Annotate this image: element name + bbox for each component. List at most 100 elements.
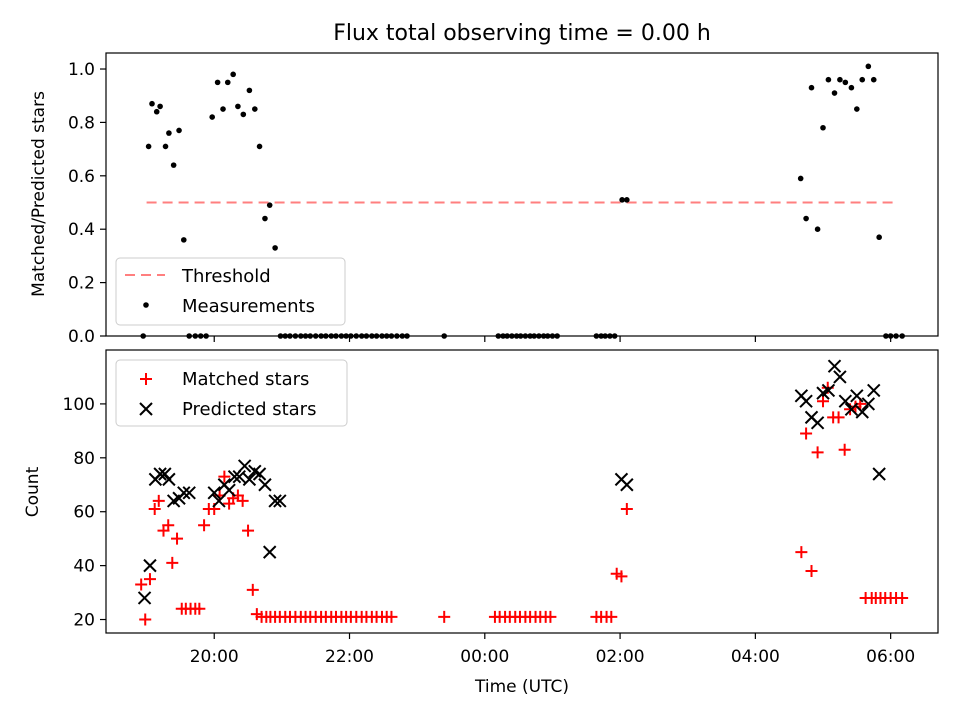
chart-title: Flux total observing time = 0.00 h	[333, 21, 711, 46]
measurement-point	[235, 103, 241, 110]
predicted-star-point	[143, 558, 157, 573]
y-tick-label-ratio: 0.4	[68, 220, 95, 240]
matched-star-point	[162, 519, 175, 532]
matched-star-point	[544, 610, 557, 623]
measurement-point	[176, 127, 182, 134]
legend-measurements-label: Measurements	[182, 296, 315, 317]
predicted-star-point	[855, 405, 869, 419]
predicted-star-point	[162, 472, 176, 487]
matched-star-point	[143, 573, 156, 586]
matched-stars-points	[135, 381, 909, 626]
legend-predicted-swatch	[139, 402, 153, 416]
legend-threshold-label: Threshold	[181, 266, 271, 287]
measurement-point	[797, 175, 804, 182]
matched-star-point	[817, 395, 830, 408]
predicted-star-point	[227, 469, 242, 484]
predicted-star-point	[232, 469, 246, 484]
matched-star-point	[246, 583, 259, 596]
measurement-point	[865, 63, 872, 70]
legend-predicted-label: Predicted stars	[182, 399, 316, 420]
plot-frame-ratio	[105, 52, 939, 337]
matched-star-point	[605, 610, 618, 623]
predicted-star-point	[212, 494, 226, 508]
x-axis-ticks-count: 20:00 22:00 00:00 02:00 04:00 06:00	[190, 633, 915, 667]
measurement-point	[870, 76, 877, 83]
matched-star-point	[166, 556, 179, 569]
measurement-point	[825, 76, 832, 83]
legend-measurements-swatch	[143, 302, 149, 308]
measurement-point	[209, 114, 215, 120]
x-tick-label: 06:00	[866, 647, 915, 667]
matched-star-point	[148, 503, 161, 516]
matched-star-point	[620, 503, 633, 516]
measurement-point	[859, 76, 866, 83]
y-axis-label-ratio: Matched/Predicted stars	[29, 91, 49, 297]
predicted-star-point	[177, 486, 191, 500]
predicted-star-point	[838, 394, 853, 408]
y-tick-label-count: 100	[63, 395, 95, 415]
measurement-point	[820, 124, 826, 131]
predicted-star-point	[827, 359, 842, 373]
legend-matched-label: Matched stars	[182, 369, 309, 390]
legend-ratio: Threshold Measurements	[115, 257, 346, 326]
predicted-star-point	[262, 545, 277, 559]
measurement-point	[252, 106, 258, 112]
matched-star-point	[139, 613, 152, 626]
predicted-star-point	[799, 394, 813, 408]
measurement-points	[140, 63, 905, 339]
matched-star-point	[800, 427, 813, 440]
predicted-star-point	[153, 467, 167, 481]
measurement-point	[220, 106, 226, 112]
y-tick-label-count: 80	[73, 449, 95, 469]
predicted-star-point	[258, 478, 272, 492]
x-tick-label: 02:00	[596, 647, 645, 667]
measurement-point	[266, 202, 273, 208]
legend-box-count	[115, 359, 348, 427]
measurement-point	[842, 79, 849, 86]
matched-star-point	[615, 570, 628, 583]
matched-star-point	[832, 411, 845, 424]
legend-matched-swatch	[140, 373, 152, 385]
matched-star-point	[198, 519, 211, 532]
plot-frame-count	[105, 349, 939, 634]
measurement-point	[876, 234, 882, 241]
measurement-point	[224, 79, 231, 86]
measurement-point	[246, 87, 253, 94]
measurement-point	[153, 108, 160, 115]
measurement-point	[230, 71, 236, 78]
predicted-star-point	[242, 472, 257, 487]
predicted-star-point	[182, 486, 196, 500]
measurement-point	[272, 245, 278, 251]
matched-star-point	[242, 524, 255, 537]
measurement-point	[166, 130, 172, 136]
y-axis-label-count: Count	[23, 466, 43, 517]
matched-star-point	[236, 494, 249, 507]
measurement-point	[803, 215, 809, 222]
y-tick-label-ratio: 0.2	[68, 274, 95, 294]
matched-star-point	[193, 602, 206, 615]
measurement-point	[848, 84, 855, 91]
measurement-point	[170, 162, 177, 168]
measurement-point	[619, 197, 625, 203]
predicted-star-point	[850, 389, 864, 403]
matched-star-point	[135, 578, 148, 591]
measurement-point	[854, 106, 860, 112]
ratio-panel: Flux total observing time = 0.00 h Match…	[29, 21, 939, 347]
predicted-star-point	[844, 402, 859, 417]
predicted-star-point	[861, 397, 876, 411]
x-tick-label: 20:00	[190, 647, 239, 667]
predicted-star-point	[222, 483, 236, 497]
predicted-star-point	[268, 494, 282, 508]
predicted-star-point	[620, 478, 634, 492]
matched-star-point	[385, 610, 398, 623]
measurement-point	[831, 90, 838, 96]
measurement-point	[162, 143, 169, 150]
matched-star-point	[218, 470, 231, 483]
measurement-point	[157, 103, 163, 110]
matched-star-point	[438, 610, 451, 623]
predicted-star-point	[872, 467, 886, 481]
measurement-point	[149, 100, 155, 107]
y-axis-ticks-ratio: 0.0 0.2 0.4 0.6 0.8 1.0	[68, 60, 106, 347]
measurement-point	[808, 84, 815, 91]
